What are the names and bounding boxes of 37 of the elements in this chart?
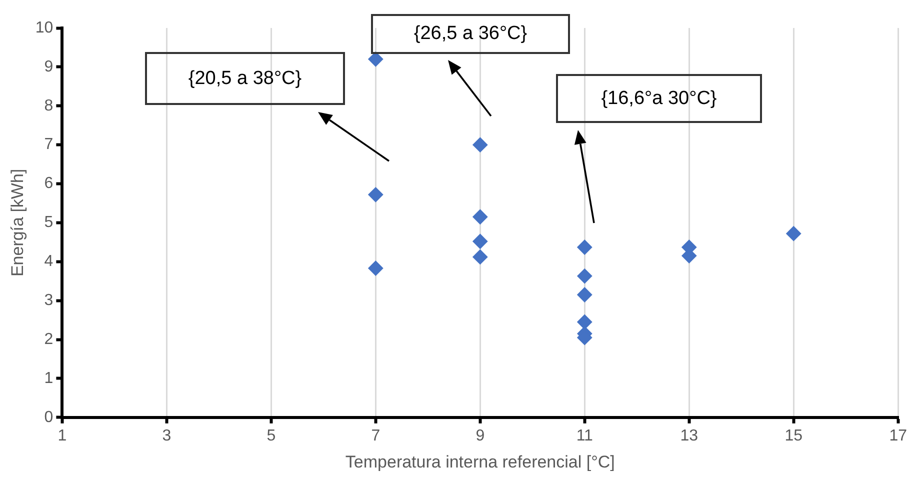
point: [368, 187, 384, 202]
y-tick-label: 7: [44, 136, 54, 154]
point: [368, 52, 384, 67]
y-tick-label: 8: [44, 97, 54, 114]
x-tick-label: 9: [476, 427, 485, 444]
point: [577, 287, 592, 302]
x-tick-label: 1: [58, 427, 67, 444]
callout-box: {16,6°a 30°C}: [556, 74, 762, 123]
point: [472, 209, 488, 224]
point: [368, 260, 384, 276]
x-tick-label: 17: [889, 427, 908, 444]
x-tick-label: 13: [680, 427, 698, 444]
y-tick-label: 1: [44, 370, 54, 387]
y-tick-label: 5: [44, 214, 54, 232]
x-axis-title: Temperatura interna referencial [°C]: [345, 452, 615, 472]
point: [472, 234, 488, 249]
point: [472, 137, 488, 152]
y-axis-title: Energía [kWh]: [8, 168, 27, 277]
x-tick-label: 7: [371, 427, 380, 444]
y-tick-label: 4: [44, 253, 54, 270]
point: [577, 240, 592, 255]
point: [577, 314, 592, 330]
y-tick-label: 10: [35, 19, 54, 36]
x-tick-label: 3: [162, 427, 172, 444]
point: [577, 268, 592, 284]
point: [786, 226, 802, 242]
y-tick-label: 2: [44, 330, 54, 348]
y-tick-label: 9: [44, 58, 54, 76]
y-tick-label: 6: [44, 175, 54, 192]
x-tick-label: 11: [576, 427, 594, 444]
callout-box: {26,5 a 36°C}: [371, 14, 570, 54]
x-tick-label: 15: [784, 427, 803, 444]
callout-box: {20,5 a 38°C}: [145, 52, 345, 105]
y-tick-label: 3: [44, 292, 54, 309]
y-tick-label: 0: [44, 408, 54, 426]
x-tick-label: 5: [266, 427, 276, 444]
point: [472, 249, 488, 264]
